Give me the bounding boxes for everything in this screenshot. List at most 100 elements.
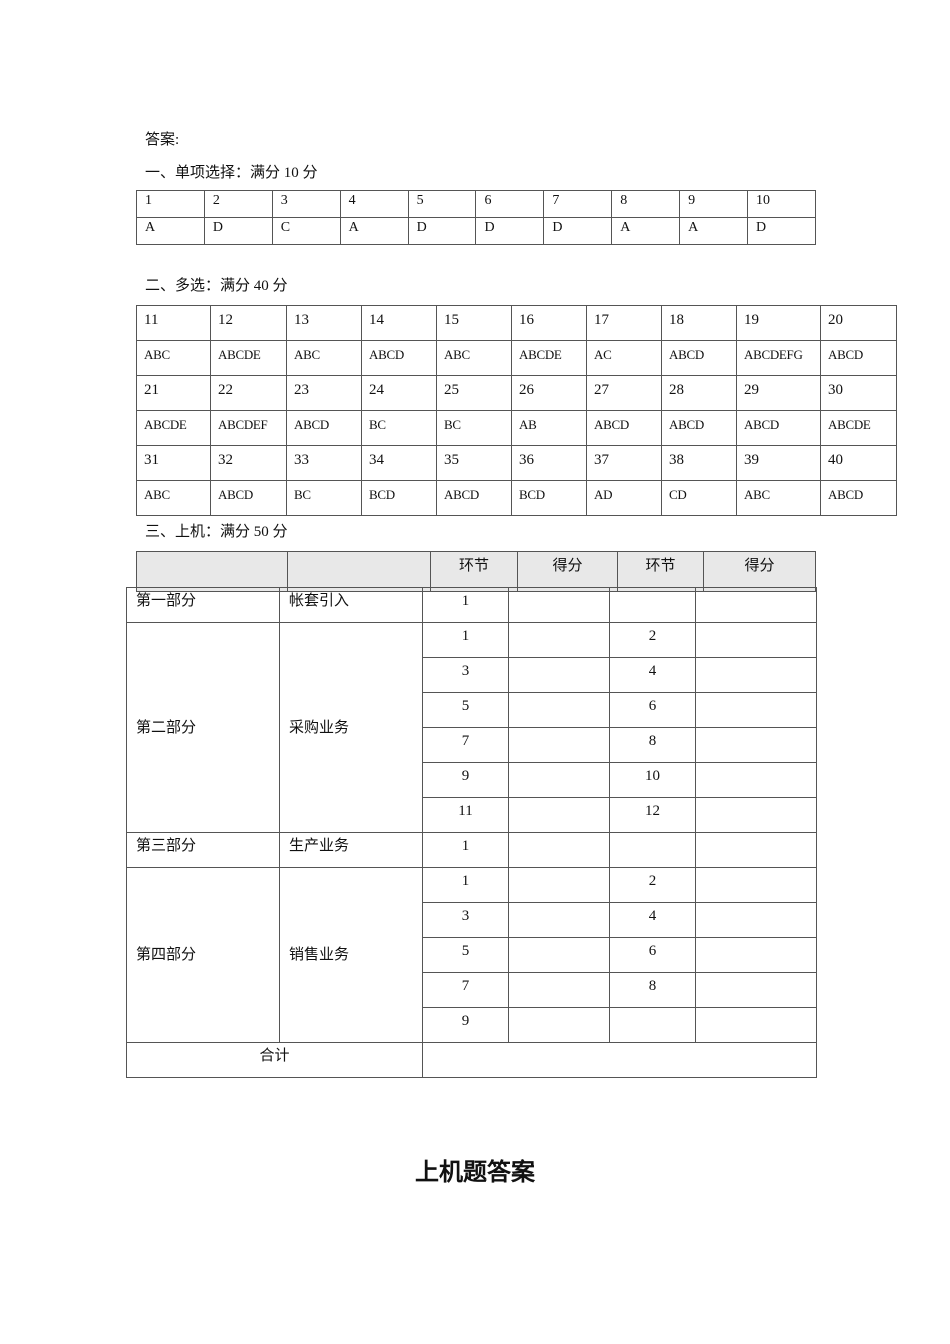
step-number: 1 xyxy=(422,832,509,868)
part-label: 第一部分 xyxy=(126,587,280,623)
answer-cell: BCD xyxy=(361,480,437,516)
score-cell xyxy=(508,937,610,973)
answer-cell: AB xyxy=(511,410,587,446)
answer-cell: D xyxy=(747,217,816,245)
question-number: 14 xyxy=(361,305,437,341)
answer-cell: D xyxy=(475,217,545,245)
question-number: 17 xyxy=(586,305,662,341)
question-number: 22 xyxy=(210,375,287,411)
question-number: 11 xyxy=(136,305,211,341)
question-number: 31 xyxy=(136,445,211,481)
header-cell: 得分 xyxy=(517,551,618,592)
answer-cell: A xyxy=(339,217,409,245)
question-number: 2 xyxy=(203,190,273,218)
answer-cell: ABC xyxy=(136,480,211,516)
question-number: 34 xyxy=(361,445,437,481)
answer-cell: A xyxy=(679,217,749,245)
answer-cell: ABCDEFG xyxy=(736,340,821,376)
answer-cell: ABC xyxy=(136,340,211,376)
part-name: 销售业务 xyxy=(279,867,423,1043)
step-number xyxy=(609,832,696,868)
footer-title: 上机题答案 xyxy=(415,1158,535,1186)
step-number: 1 xyxy=(422,622,509,658)
score-cell xyxy=(508,867,610,903)
score-cell xyxy=(695,587,817,623)
question-number: 37 xyxy=(586,445,662,481)
header-cell: 环节 xyxy=(617,551,704,592)
answer-cell: A xyxy=(611,217,681,245)
answer-cell: BCD xyxy=(511,480,587,516)
table-row: ABCDE ABCDEF ABCD BC BC AB ABCD ABCD ABCD ABCDE xyxy=(136,410,897,446)
step-number: 5 xyxy=(422,692,509,728)
question-number: 18 xyxy=(661,305,737,341)
header-cell xyxy=(287,551,431,592)
step-number: 7 xyxy=(422,727,509,763)
question-number: 10 xyxy=(747,190,816,218)
answer-cell: A xyxy=(136,217,205,245)
score-cell xyxy=(508,762,610,798)
answer-cell: D xyxy=(407,217,477,245)
question-number: 20 xyxy=(820,305,897,341)
part-label: 第四部分 xyxy=(126,867,280,1043)
score-cell xyxy=(695,692,817,728)
answer-cell: C xyxy=(271,217,341,245)
step-number: 6 xyxy=(609,692,696,728)
part-name: 帐套引入 xyxy=(279,587,423,623)
table-row: 11 12 xyxy=(127,797,817,833)
step-number: 9 xyxy=(422,1007,509,1043)
step-number: 2 xyxy=(609,867,696,903)
step-number: 8 xyxy=(609,727,696,763)
answer-cell: ABCD xyxy=(736,410,821,446)
header-cell xyxy=(136,551,288,592)
question-number: 24 xyxy=(361,375,437,411)
score-cell xyxy=(695,867,817,903)
score-cell xyxy=(695,727,817,763)
question-number: 40 xyxy=(820,445,897,481)
header-cell: 得分 xyxy=(703,551,816,592)
answer-cell: CD xyxy=(661,480,737,516)
table-row: 第二部分 采购业务 1 2 xyxy=(126,622,817,833)
answer-cell: ABCD xyxy=(661,340,737,376)
answer-cell: D xyxy=(543,217,613,245)
answer-cell: ABCDE xyxy=(136,410,211,446)
score-cell xyxy=(695,657,817,693)
answer-cell: ABC xyxy=(286,340,362,376)
score-cell xyxy=(695,797,817,833)
score-cell xyxy=(508,797,610,833)
question-number: 7 xyxy=(543,190,613,218)
step-number: 5 xyxy=(422,937,509,973)
answer-cell: ABCD xyxy=(436,480,512,516)
score-cell xyxy=(695,937,817,973)
question-number: 8 xyxy=(611,190,681,218)
header-cell: 环节 xyxy=(430,551,518,592)
question-number: 1 xyxy=(136,190,205,218)
step-number: 1 xyxy=(422,867,509,903)
score-cell xyxy=(695,902,817,938)
answer-cell: ABCD xyxy=(820,480,897,516)
answer-cell: D xyxy=(203,217,273,245)
step-number: 11 xyxy=(422,797,509,833)
score-cell xyxy=(508,692,610,728)
section2-title: 二、多选：满分 40 分 xyxy=(145,278,288,294)
step-number: 7 xyxy=(422,972,509,1008)
question-number: 13 xyxy=(286,305,362,341)
computer-table-header: 环节 得分 环节 得分 xyxy=(136,551,816,592)
table-row: 第四部分 销售业务 1 2 xyxy=(126,867,817,1043)
question-number: 16 xyxy=(511,305,587,341)
question-number: 30 xyxy=(820,375,897,411)
score-cell xyxy=(695,622,817,658)
question-number: 19 xyxy=(736,305,821,341)
answer-cell: BC xyxy=(286,480,362,516)
answer-cell: ABCDE xyxy=(820,410,897,446)
answer-cell: ABCDE xyxy=(511,340,587,376)
score-cell xyxy=(508,657,610,693)
question-number: 4 xyxy=(339,190,409,218)
step-number: 1 xyxy=(422,587,509,623)
score-cell xyxy=(508,972,610,1008)
score-cell xyxy=(695,1007,817,1043)
question-number: 27 xyxy=(586,375,662,411)
score-cell xyxy=(695,762,817,798)
question-number: 3 xyxy=(271,190,341,218)
question-number: 26 xyxy=(511,375,587,411)
